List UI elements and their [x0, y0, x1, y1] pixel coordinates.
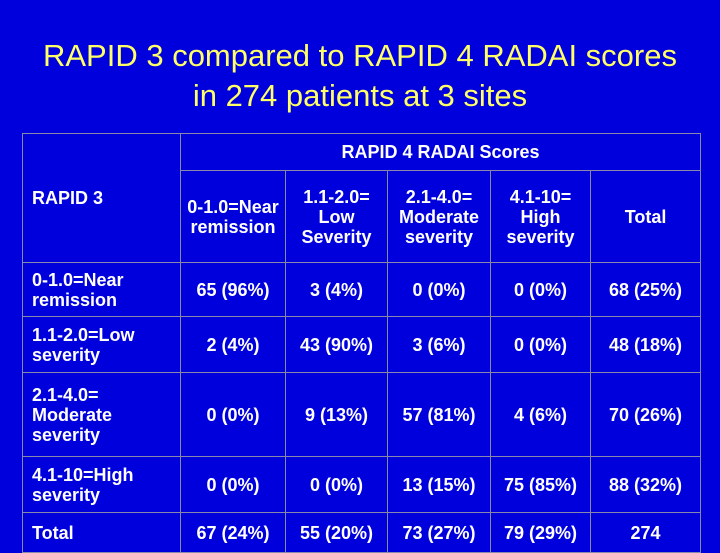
row-label: Total: [22, 512, 181, 553]
header-row: 0-1.0=Near remission 1.1-2.0= Low Severit…: [23, 170, 702, 263]
cell: 79 (29%): [490, 512, 591, 553]
column-header: 4.1-10= High severity: [490, 170, 591, 263]
cell: 274: [589, 512, 702, 553]
cell: 0 (0%): [180, 372, 286, 457]
cell: 43 (90%): [285, 316, 388, 373]
row-label: 2.1-4.0= Moderate severity: [22, 372, 181, 457]
cell: 4 (6%): [490, 372, 591, 457]
column-header: Total: [589, 170, 702, 263]
cell: 0 (0%): [490, 316, 591, 373]
header-row: RAPID 3 RAPID 4 RADAI Scores: [22, 133, 702, 263]
cell: 13 (15%): [387, 456, 491, 513]
data-row: 4.1-10=High severity 0 (0%) 0 (0%) 13 (15%)…: [22, 456, 702, 513]
cell: 73 (27%): [387, 512, 491, 553]
cell: 48 (18%): [589, 316, 702, 373]
data-row: 0-1.0=Near remission 65 (96%) 3 (4%) 0 (0%)…: [22, 262, 702, 317]
corner-cell: RAPID 3: [22, 133, 181, 263]
cell: 75 (85%): [490, 456, 591, 513]
cell: 57 (81%): [387, 372, 491, 457]
cell: 0 (0%): [180, 456, 286, 513]
data-row: Total 67 (24%) 55 (20%) 73 (27%) 79 (29%) 274: [22, 512, 702, 553]
cell: 55 (20%): [285, 512, 388, 553]
cell: 0 (0%): [285, 456, 388, 513]
cell: 70 (26%): [589, 372, 702, 457]
column-header: 0-1.0=Near remission: [180, 170, 286, 263]
cell: 88 (32%): [589, 456, 702, 513]
cell: 0 (0%): [387, 262, 491, 317]
cell: 65 (96%): [180, 262, 286, 317]
table: RAPID 3 RAPID 4 RADAI Scores 0-1.0=Near re…: [22, 133, 702, 553]
data-row: 2.1-4.0= Moderate severity 0 (0%) 9 (13%) 5…: [22, 372, 702, 457]
row-label: 0-1.0=Near remission: [22, 262, 181, 317]
cell: 68 (25%): [589, 262, 702, 317]
slide: RAPID 3 compared to RAPID 4 RADAI scores…: [22, 38, 702, 553]
row-label: 1.1-2.0=Low severity: [22, 316, 181, 373]
cell: 3 (6%): [387, 316, 491, 373]
group-header: RAPID 4 RADAI Scores: [179, 133, 702, 171]
cell: 9 (13%): [285, 372, 388, 457]
column-header: 1.1-2.0= Low Severity: [285, 170, 388, 263]
data-row: 1.1-2.0=Low severity 2 (4%) 43 (90%) 3 (6%)…: [22, 316, 702, 373]
cell: 2 (4%): [180, 316, 286, 373]
row-label: 4.1-10=High severity: [22, 456, 181, 513]
cell: 3 (4%): [285, 262, 388, 317]
column-header: 2.1-4.0= Moderate severity: [387, 170, 491, 263]
cell: 67 (24%): [180, 512, 286, 553]
cell: 0 (0%): [490, 262, 591, 317]
slide-title: RAPID 3 compared to RAPID 4 RADAI scores…: [42, 38, 677, 113]
